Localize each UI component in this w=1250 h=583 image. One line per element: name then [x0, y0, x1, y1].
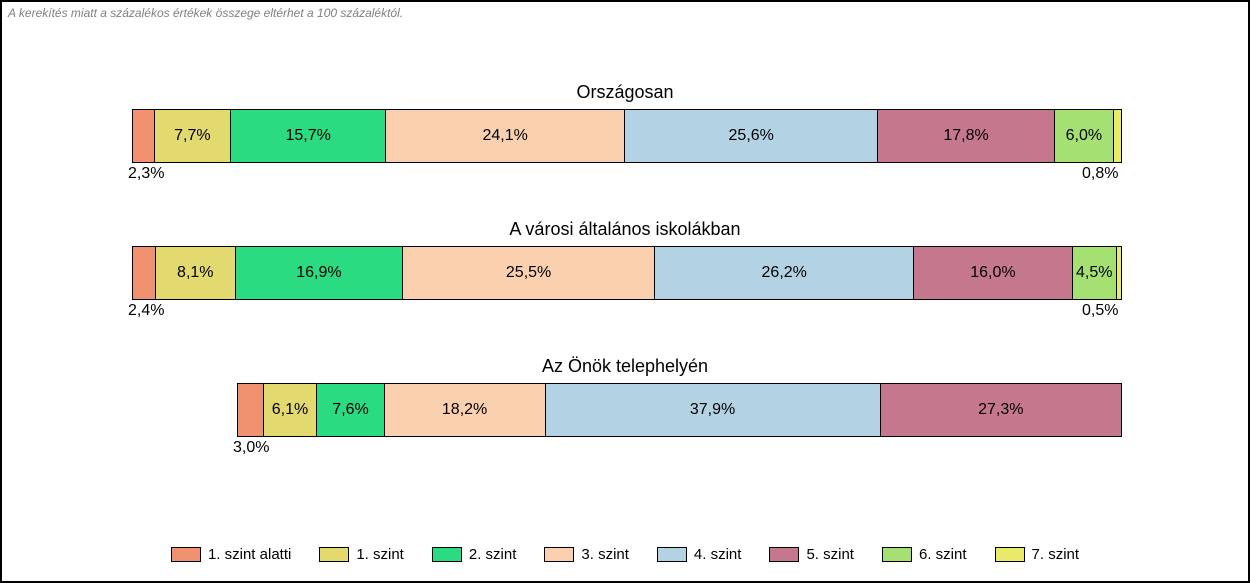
stacked-bar: 7,7% 15,7% 24,1% 25,6% 17,8% 6,0%: [132, 109, 1122, 163]
segment-label: 18,2%: [442, 401, 487, 419]
segment-label: 25,5%: [506, 264, 551, 282]
bar-wrap: 8,1% 16,9% 25,5% 26,2% 16,0% 4,5% 2,4% 0,5%: [2, 246, 1248, 328]
bar-segment: 37,9%: [546, 383, 881, 437]
row-title: A városi általános iskolákban: [2, 219, 1248, 240]
legend-label: 7. szint: [1032, 546, 1080, 563]
legend-swatch: [319, 547, 349, 562]
legend-item: 1. szint alatti: [171, 546, 291, 563]
segment-label: 15,7%: [286, 127, 331, 145]
bar-segment: 27,3%: [881, 383, 1122, 437]
legend: 1. szint alatti 1. szint 2. szint 3. szint 4…: [2, 546, 1248, 563]
segment-label: 6,0%: [1066, 127, 1102, 145]
legend-swatch: [769, 547, 799, 562]
bar-segment: 4,5%: [1073, 246, 1118, 300]
row-title: Országosan: [2, 82, 1248, 103]
segment-label-below: 2,3%: [128, 165, 164, 183]
segment-label: 37,9%: [690, 401, 735, 419]
segment-label: 8,1%: [177, 264, 213, 282]
bar-segment: [132, 246, 156, 300]
chart-row: A városi általános iskolákban 8,1% 16,9% 25…: [2, 219, 1248, 328]
segment-label: 24,1%: [483, 127, 528, 145]
legend-item: 3. szint: [544, 546, 629, 563]
bar-wrap: 6,1% 7,6% 18,2% 37,9% 27,3% 3,0%: [2, 383, 1248, 465]
legend-item: 2. szint: [432, 546, 517, 563]
bar-segment: 24,1%: [386, 109, 625, 163]
legend-label: 5. szint: [806, 546, 854, 563]
legend-swatch: [432, 547, 462, 562]
legend-swatch: [882, 547, 912, 562]
bar-segment: 6,1%: [264, 383, 318, 437]
legend-swatch: [995, 547, 1025, 562]
bar-segment: 7,6%: [317, 383, 384, 437]
legend-item: 5. szint: [769, 546, 854, 563]
legend-label: 6. szint: [919, 546, 967, 563]
legend-swatch: [544, 547, 574, 562]
segment-label: 6,1%: [272, 401, 308, 419]
rounding-note: A kerekítés miatt a százalékos értékek ö…: [8, 6, 403, 20]
bar-segment: [132, 109, 155, 163]
chart-area: Országosan 7,7% 15,7% 24,1% 25,6% 17,8% 6,0% 2,…: [2, 82, 1248, 493]
row-title: Az Önök telephelyén: [2, 356, 1248, 377]
segment-label: 27,3%: [978, 401, 1023, 419]
bar-segment: 6,0%: [1055, 109, 1114, 163]
segment-label-below: 3,0%: [233, 439, 269, 457]
segment-label-below: 0,5%: [1082, 302, 1118, 320]
bar-segment: 8,1%: [156, 246, 236, 300]
chart-row: Az Önök telephelyén 6,1% 7,6% 18,2% 37,9% 27,…: [2, 356, 1248, 465]
legend-label: 1. szint alatti: [208, 546, 291, 563]
bar-segment: 7,7%: [155, 109, 231, 163]
segment-label: 7,7%: [174, 127, 210, 145]
legend-item: 4. szint: [657, 546, 742, 563]
chart-row: Országosan 7,7% 15,7% 24,1% 25,6% 17,8% 6,0% 2,…: [2, 82, 1248, 191]
stacked-bar: 6,1% 7,6% 18,2% 37,9% 27,3%: [237, 383, 1122, 437]
legend-item: 7. szint: [995, 546, 1080, 563]
segment-label-below: 0,8%: [1082, 165, 1118, 183]
bar-wrap: 7,7% 15,7% 24,1% 25,6% 17,8% 6,0% 2,3% 0,8%: [2, 109, 1248, 191]
bar-segment: 16,0%: [914, 246, 1072, 300]
bar-segment: 26,2%: [655, 246, 914, 300]
legend-swatch: [657, 547, 687, 562]
segment-label: 25,6%: [729, 127, 774, 145]
segment-label: 16,0%: [970, 264, 1015, 282]
bar-segment: [237, 383, 264, 437]
segment-label: 17,8%: [943, 127, 988, 145]
bar-segment: [1117, 246, 1122, 300]
bar-segment: 16,9%: [236, 246, 403, 300]
bar-segment: 15,7%: [231, 109, 386, 163]
segment-label: 26,2%: [762, 264, 807, 282]
legend-item: 6. szint: [882, 546, 967, 563]
segment-label-below: 2,4%: [128, 302, 164, 320]
segment-label: 4,5%: [1076, 264, 1112, 282]
bar-segment: 18,2%: [385, 383, 546, 437]
legend-label: 3. szint: [581, 546, 629, 563]
legend-label: 4. szint: [694, 546, 742, 563]
legend-label: 2. szint: [469, 546, 517, 563]
legend-swatch: [171, 547, 201, 562]
stacked-bar: 8,1% 16,9% 25,5% 26,2% 16,0% 4,5%: [132, 246, 1122, 300]
bar-segment: 17,8%: [878, 109, 1054, 163]
legend-label: 1. szint: [356, 546, 404, 563]
bar-segment: 25,6%: [625, 109, 878, 163]
legend-item: 1. szint: [319, 546, 404, 563]
segment-label: 7,6%: [332, 401, 368, 419]
bar-segment: [1114, 109, 1122, 163]
bar-segment: 25,5%: [403, 246, 655, 300]
segment-label: 16,9%: [296, 264, 341, 282]
chart-frame: A kerekítés miatt a százalékos értékek ö…: [0, 0, 1250, 583]
